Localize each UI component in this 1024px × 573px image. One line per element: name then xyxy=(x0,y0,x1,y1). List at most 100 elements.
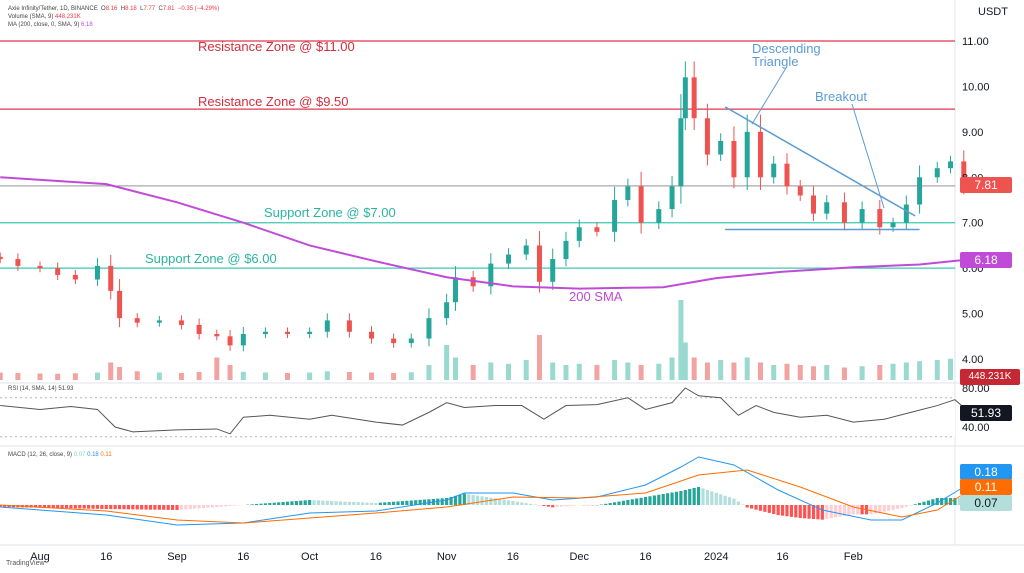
candle-body xyxy=(37,265,43,269)
sma200-line xyxy=(0,176,964,290)
candle-body xyxy=(369,331,374,339)
macd-histogram-bar xyxy=(732,498,736,505)
macd-histogram-bar xyxy=(621,500,626,505)
candle-body xyxy=(15,259,21,266)
macd-histogram-bar xyxy=(453,495,458,505)
candle-body xyxy=(307,331,313,335)
time-tick: Sep xyxy=(167,551,187,563)
candle-body xyxy=(196,324,202,335)
candle-body xyxy=(346,320,352,332)
candle-body xyxy=(285,331,291,335)
candle-body xyxy=(227,336,233,346)
macd-histogram-bar xyxy=(334,501,338,505)
candle-body xyxy=(656,209,662,223)
time-tick: 16 xyxy=(237,551,249,563)
macd-histogram-bar xyxy=(3,505,7,508)
volume-tag: 448.231K xyxy=(960,369,1020,385)
macd-histogram-bar xyxy=(82,505,86,509)
macd-histogram-bar xyxy=(573,505,577,506)
macd-histogram-bar xyxy=(816,505,820,520)
signal-value: 0.11 xyxy=(100,452,112,458)
high-value: 8.18 xyxy=(125,6,137,12)
macd-histogram-bar xyxy=(529,503,533,505)
volume-bar xyxy=(612,360,618,380)
price-tick: 10.00 xyxy=(962,81,990,93)
sma-tag: 6.18 xyxy=(960,252,1012,268)
volume-bar xyxy=(178,373,184,380)
macd-histogram-bar xyxy=(179,505,184,510)
macd-histogram-bar xyxy=(922,501,926,505)
macd-histogram-bar xyxy=(449,496,453,505)
macd-histogram-bar xyxy=(807,505,811,519)
macd-histogram-bar xyxy=(113,505,117,510)
macd-histogram-bar xyxy=(414,500,418,505)
macd-histogram-bar xyxy=(462,493,466,505)
macd-histogram-bar xyxy=(316,500,321,505)
macd-histogram-bar xyxy=(197,505,201,509)
low-value: 7.77 xyxy=(143,6,156,12)
candle-body xyxy=(948,161,954,169)
macd-histogram-bar xyxy=(745,505,749,508)
candle-body xyxy=(811,195,816,214)
candle-body xyxy=(669,186,675,210)
macd-histogram-bar xyxy=(254,504,259,505)
candle-body xyxy=(178,320,184,325)
volume-bar xyxy=(718,360,724,380)
time-tick: Nov xyxy=(437,551,457,563)
rsi-value: 51.93 xyxy=(58,386,74,392)
candle-body xyxy=(55,268,61,275)
macd-histogram-bar xyxy=(418,499,422,505)
volume-bar xyxy=(214,357,220,380)
triangle-arrow xyxy=(751,67,787,125)
macd-histogram-bar xyxy=(131,505,135,510)
volume-bar xyxy=(917,361,923,380)
ma-value: 6.18 xyxy=(81,22,93,28)
macd-histogram-bar xyxy=(343,501,347,505)
macd-histogram-bar xyxy=(109,505,113,510)
candle-body xyxy=(934,168,940,178)
macd-histogram-bar xyxy=(617,501,621,505)
volume-bar xyxy=(784,363,790,380)
macd-histogram-bar xyxy=(564,505,568,507)
low-label: L xyxy=(140,6,144,12)
macd-histogram-bar xyxy=(559,505,564,507)
volume-bar xyxy=(72,373,78,380)
currency-label[interactable]: USDT xyxy=(978,6,1008,18)
macd-histogram-bar xyxy=(69,505,73,509)
macd-histogram-bar xyxy=(657,494,661,505)
macd-histogram-bar xyxy=(356,502,360,505)
macd-histogram-bar xyxy=(126,505,130,510)
macd-histogram-bar xyxy=(175,505,179,510)
macd-histogram-bar xyxy=(369,502,374,505)
high-label: H xyxy=(120,6,126,12)
macd-histogram-bar xyxy=(842,505,847,516)
volume-value: 448.231K xyxy=(55,14,81,20)
macd-histogram-bar xyxy=(422,499,427,505)
volume-bar xyxy=(563,365,569,380)
time-tick: 16 xyxy=(370,551,382,563)
volume-bar xyxy=(877,365,883,380)
macd-histogram-bar xyxy=(820,505,824,520)
macd-histogram-bar xyxy=(493,498,497,505)
volume-bar xyxy=(324,371,330,380)
volume-bar xyxy=(523,360,529,380)
price-tick: 9.00 xyxy=(962,127,983,139)
volume-bar xyxy=(488,362,494,380)
macd-histogram-bar xyxy=(661,494,665,505)
macd-histogram-bar xyxy=(184,505,188,510)
macd-histogram-bar xyxy=(73,505,77,509)
macd-histogram-bar xyxy=(374,503,378,505)
macd-histogram-bar xyxy=(471,495,475,505)
macd-histogram-bar xyxy=(100,505,104,509)
macd-hist-value: 0.07 xyxy=(73,452,86,458)
rsi-line xyxy=(0,387,965,435)
macd-histogram-bar xyxy=(613,502,617,505)
volume-bar xyxy=(744,357,750,380)
volume-bar xyxy=(227,365,233,380)
macd-tag: 0.18 xyxy=(960,464,1012,480)
macd-histogram-bar xyxy=(210,505,214,508)
candle-body xyxy=(678,118,684,187)
macd-histogram-bar xyxy=(626,500,630,505)
open-value: 8.16 xyxy=(105,6,118,12)
